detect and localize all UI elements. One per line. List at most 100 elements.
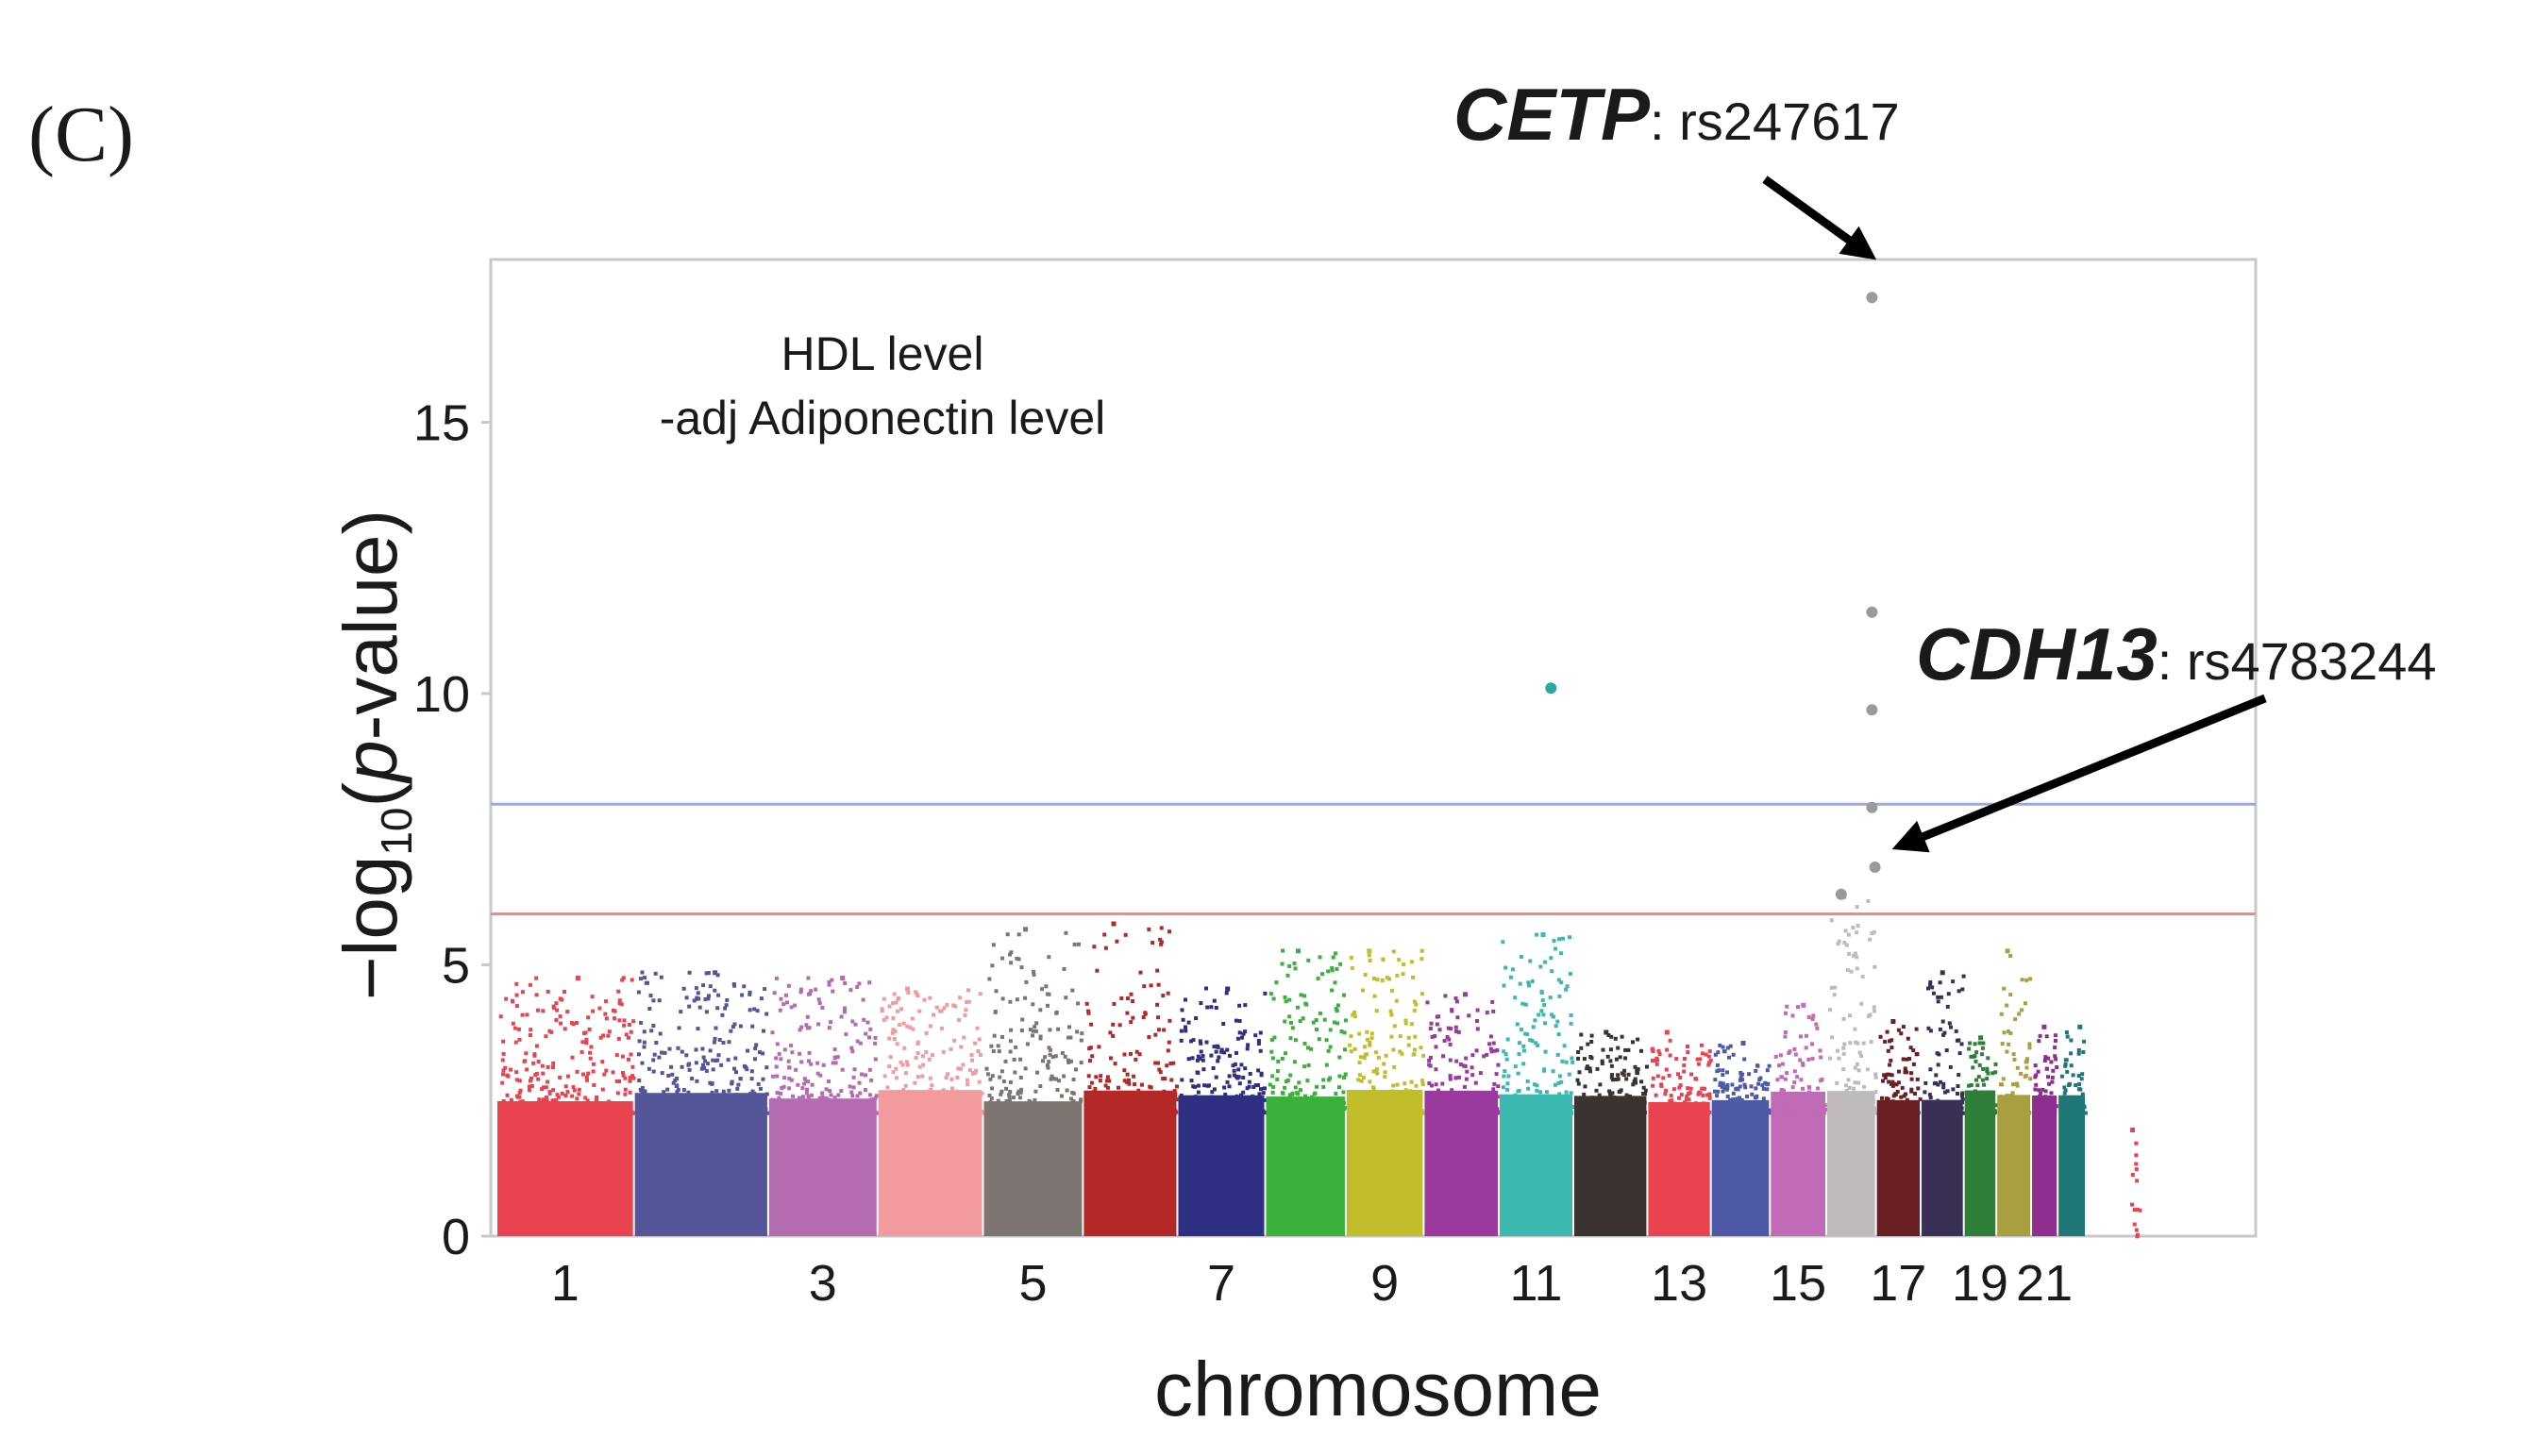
snp-point [579,1049,584,1054]
snp-point [518,1088,523,1093]
snp-point [1440,1110,1445,1114]
snp-point [1609,1034,1614,1039]
snp-point [1890,1099,1895,1104]
snp-point [1406,1043,1411,1047]
snp-point [857,1080,862,1085]
snp-point [1290,1110,1295,1113]
snp-point [799,987,803,992]
snp-point [1900,1104,1904,1109]
snp-point [1547,1108,1552,1113]
snp-point [1859,1001,1864,1006]
snp-point [1125,1079,1129,1084]
snp-point [1734,1102,1738,1107]
snp-point [1287,963,1292,968]
snp-point [639,1020,644,1025]
snp-point [1707,1096,1712,1100]
snp-point [963,1097,967,1102]
snp-point [1516,1089,1520,1094]
snp-point [1971,1096,1975,1100]
snp-point [1224,1111,1229,1115]
snp-point [1069,1108,1074,1113]
snp-point [1195,1070,1200,1075]
snp-point [554,1018,559,1022]
snp-point [956,1066,961,1071]
snp-point [2002,1030,2007,1035]
snp-point [1207,1083,1211,1088]
snp-point [623,1110,628,1114]
snp-point [736,1111,741,1115]
snp-point [1890,1083,1895,1088]
snp-point [1639,1048,1643,1053]
snp-point [1960,987,1965,992]
snp-point [999,1092,1003,1096]
snp-point [643,976,647,980]
snp-point [1374,1050,1379,1055]
chromosome-13-peak [1664,1029,1670,1035]
snp-point [1032,972,1036,977]
snp-point [1115,939,1119,944]
snp-point [1391,949,1396,954]
snp-point [1697,1111,1702,1115]
chromosome-11-peak [1540,932,1546,937]
snp-point [1624,1077,1629,1081]
snp-point [607,1107,611,1112]
snp-point [502,1103,506,1108]
snp-point [1959,1042,1964,1046]
snp-point [807,1099,812,1104]
snp-point [2065,1034,2070,1039]
snp-point [638,1104,643,1109]
snp-point [1899,1111,1903,1115]
snp-point [1612,1110,1617,1114]
snp-point [1111,1022,1116,1027]
snp-point [1414,1002,1419,1007]
snp-point [1607,1089,1612,1094]
snp-point [1413,1047,1417,1052]
snp-point [2015,1083,2020,1088]
snp-point [1437,1028,1442,1032]
snp-point [2074,1110,2078,1113]
snp-point [546,1079,550,1084]
snp-point [1044,984,1049,989]
snp-point [1229,1104,1234,1109]
snp-point [1512,1103,1517,1107]
snp-point [1349,1049,1353,1054]
chromosome-12-bulk [1574,1096,1647,1236]
snp-point [752,1007,757,1012]
snp-point [732,1022,737,1027]
snp-point [1853,951,1857,956]
snp-point [929,1111,932,1115]
snp-point [1760,1083,1765,1088]
snp-point [1020,1017,1025,1022]
snp-point [1510,967,1515,972]
snp-point [1913,1102,1918,1107]
snp-point [1352,1097,1357,1101]
snp-point [521,1106,526,1111]
snp-point [2083,1111,2088,1115]
snp-point [1505,1037,1510,1042]
snp-point [820,1111,825,1115]
snp-point [1401,1111,1405,1115]
snp-point [1680,1109,1685,1113]
snp-point [1033,1025,1037,1029]
snp-point [1256,1042,1261,1046]
snp-point [2018,1111,2022,1115]
snp-point [1740,1078,1745,1082]
snp-point [1246,1100,1251,1105]
snp-point [1715,1069,1720,1074]
snp-point [961,1063,966,1067]
snp-point [509,1067,512,1072]
snp-point [1203,1099,1207,1104]
snp-point [1076,1001,1081,1006]
snp-point [1785,1071,1789,1076]
snp-point [1676,1072,1680,1077]
snp-point [1232,1073,1236,1078]
snp-point [1617,1089,1621,1094]
snp-point [700,1046,705,1051]
snp-point [890,1111,894,1115]
snp-point [691,1109,696,1113]
snp-point [857,1111,862,1115]
snp-point [711,1067,715,1072]
snp-point [588,1110,593,1114]
snp-point [1537,1013,1541,1017]
snp-point [1928,979,1933,984]
